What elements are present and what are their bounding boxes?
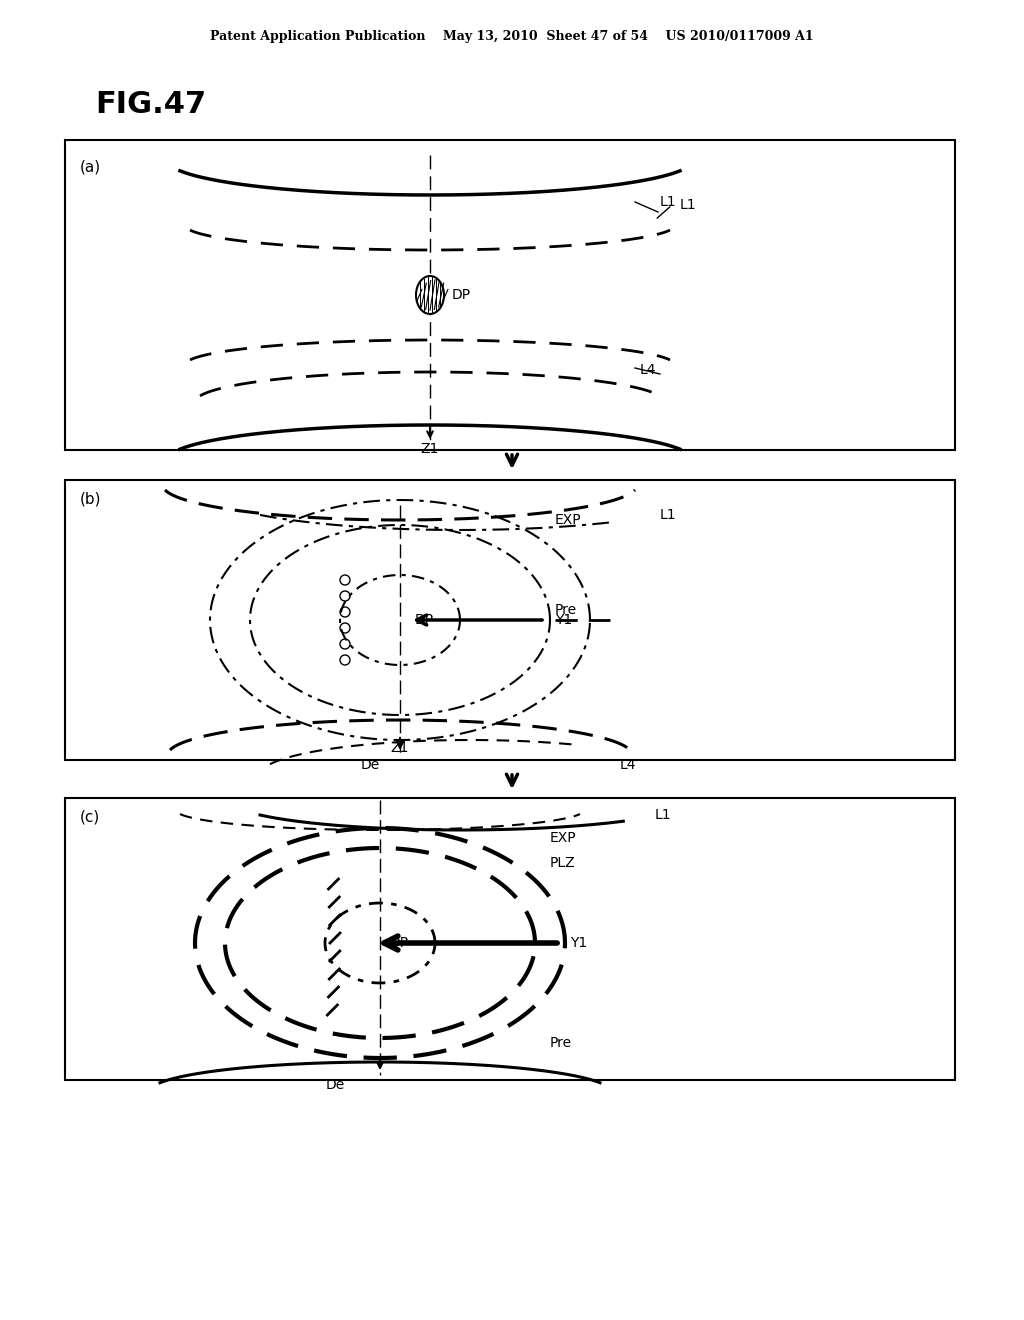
Text: DP: DP xyxy=(415,612,434,627)
Text: Pre: Pre xyxy=(550,1036,572,1049)
Text: L1: L1 xyxy=(660,508,677,521)
Text: L4: L4 xyxy=(640,363,656,378)
Text: L1: L1 xyxy=(680,198,696,213)
Bar xyxy=(65,799,955,1080)
Text: EXP: EXP xyxy=(550,832,577,845)
Text: L1: L1 xyxy=(655,808,672,822)
Bar xyxy=(65,140,955,450)
Text: Y1: Y1 xyxy=(555,612,572,627)
Text: L1: L1 xyxy=(660,195,677,209)
Text: (b): (b) xyxy=(80,492,101,507)
Text: De: De xyxy=(360,758,380,772)
Text: PLZ: PLZ xyxy=(550,855,575,870)
Text: Pre: Pre xyxy=(555,603,578,616)
Text: (c): (c) xyxy=(80,810,100,825)
Text: Z1: Z1 xyxy=(421,442,439,455)
Text: FIG.47: FIG.47 xyxy=(95,90,206,119)
Text: Y1: Y1 xyxy=(570,936,587,950)
Text: Z1: Z1 xyxy=(391,741,410,755)
Text: De: De xyxy=(326,1078,345,1092)
Text: EXP: EXP xyxy=(555,513,582,527)
Text: (a): (a) xyxy=(80,160,101,176)
Text: DP: DP xyxy=(390,936,410,950)
Bar xyxy=(65,480,955,760)
Ellipse shape xyxy=(416,276,444,314)
Text: DP: DP xyxy=(452,288,471,302)
Text: Patent Application Publication    May 13, 2010  Sheet 47 of 54    US 2010/011700: Patent Application Publication May 13, 2… xyxy=(210,30,814,44)
Text: L4: L4 xyxy=(620,758,637,772)
